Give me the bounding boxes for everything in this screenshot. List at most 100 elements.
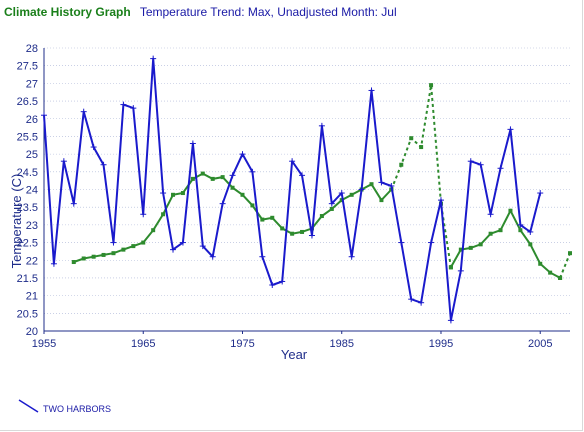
y-tick-label: 26.5 (17, 96, 38, 108)
trend-point (448, 265, 453, 270)
data-point (368, 87, 375, 94)
y-tick-label: 25 (26, 149, 38, 161)
trend-point (538, 261, 543, 266)
trend-point (180, 191, 185, 196)
data-point (140, 211, 147, 218)
trend-point (478, 242, 483, 247)
trend-point (171, 192, 176, 197)
y-tick-label: 27 (26, 78, 38, 90)
y-tick-label: 25.5 (17, 131, 38, 143)
trend-point (250, 203, 255, 208)
y-tick-label: 28 (26, 43, 38, 55)
data-point (70, 200, 77, 207)
trend-point (528, 242, 533, 247)
y-tick-label: 22.5 (17, 238, 38, 250)
x-tick-labels: 1955 1965 1975 1985 1995 2005 (32, 331, 552, 350)
gridlines (44, 47, 570, 314)
data-point (289, 158, 296, 165)
trend-point (111, 251, 116, 256)
y-tick-label: 22 (26, 255, 38, 267)
x-axis-label: Year (281, 347, 308, 362)
data-point (269, 282, 276, 289)
data-point (398, 239, 405, 246)
data-point (437, 197, 444, 204)
trend-point (131, 244, 136, 249)
trend-point (190, 176, 195, 181)
data-point (527, 228, 534, 235)
trend-point (220, 175, 225, 180)
trend-point (300, 229, 305, 234)
trend-point (280, 226, 285, 231)
axes (43, 48, 570, 332)
data-point (537, 190, 544, 197)
trend-point (548, 270, 553, 275)
trend-point (230, 185, 235, 190)
y-tick-label: 27.5 (17, 61, 38, 73)
data-point (249, 168, 256, 175)
data-point (239, 151, 246, 158)
data-point (209, 253, 216, 260)
data-point (388, 182, 395, 189)
y-tick-label: 26 (26, 114, 38, 126)
trend-point (270, 215, 275, 220)
data-point (338, 190, 345, 197)
data-point (487, 211, 494, 218)
trend-point (210, 176, 215, 181)
data-point (120, 101, 127, 108)
trend-point (290, 231, 295, 236)
data-point (418, 299, 425, 306)
data-point (447, 317, 454, 324)
trend-point (369, 182, 374, 187)
data-point (110, 239, 117, 246)
data-point (279, 278, 286, 285)
trend-point (349, 192, 354, 197)
chart-title: Climate History Graph (4, 5, 131, 19)
trend-point (200, 171, 205, 176)
data-point (497, 165, 504, 172)
x-tick-label: 1955 (32, 338, 56, 350)
legend-swatch (18, 399, 39, 413)
y-tick-label: 23.5 (17, 202, 38, 214)
trend-point (419, 145, 424, 150)
data-point (467, 158, 474, 165)
data-point (318, 122, 325, 129)
y-tick-label: 20 (26, 326, 38, 338)
y-tick-labels: 20 20.5 21 21.5 22 22.5 23 23.5 24 24.5 25 25.5 26 26… (17, 43, 38, 338)
data-point (130, 105, 137, 112)
trend-point (488, 231, 493, 236)
trend-point (458, 247, 463, 252)
data-point (517, 221, 524, 228)
data-point (90, 144, 97, 151)
chart-subtitle: Temperature Trend: Max, Unadjusted Month… (139, 5, 397, 19)
y-tick-label: 24 (26, 185, 38, 197)
trend-point (141, 240, 146, 245)
data-point (189, 140, 196, 147)
trend-point (468, 245, 473, 250)
y-tick-label: 24.5 (17, 167, 38, 179)
data-point (428, 239, 435, 246)
y-tick-label: 20.5 (17, 308, 38, 320)
data-point (259, 253, 266, 260)
trend-point (379, 198, 384, 203)
trend-point (71, 260, 76, 265)
data-point (170, 246, 177, 253)
data-point (408, 296, 415, 303)
trend-point (339, 198, 344, 203)
data-point (457, 267, 464, 274)
series-line (43, 57, 542, 322)
data-point (160, 190, 167, 197)
trend-point (409, 136, 414, 141)
data-point (299, 172, 306, 179)
y-tick-label: 21.5 (17, 273, 38, 285)
trend-point (151, 228, 156, 233)
data-point (229, 172, 236, 179)
trend-point (329, 206, 334, 211)
legend-label: TWO HARBORS (43, 404, 111, 414)
legend: TWO HARBORS (18, 399, 111, 414)
chart-header: Climate History Graph Temperature Trend:… (4, 4, 397, 22)
data-point (477, 161, 484, 168)
trend-point (498, 228, 503, 233)
trend-point (508, 208, 513, 213)
trend-point (101, 252, 106, 257)
